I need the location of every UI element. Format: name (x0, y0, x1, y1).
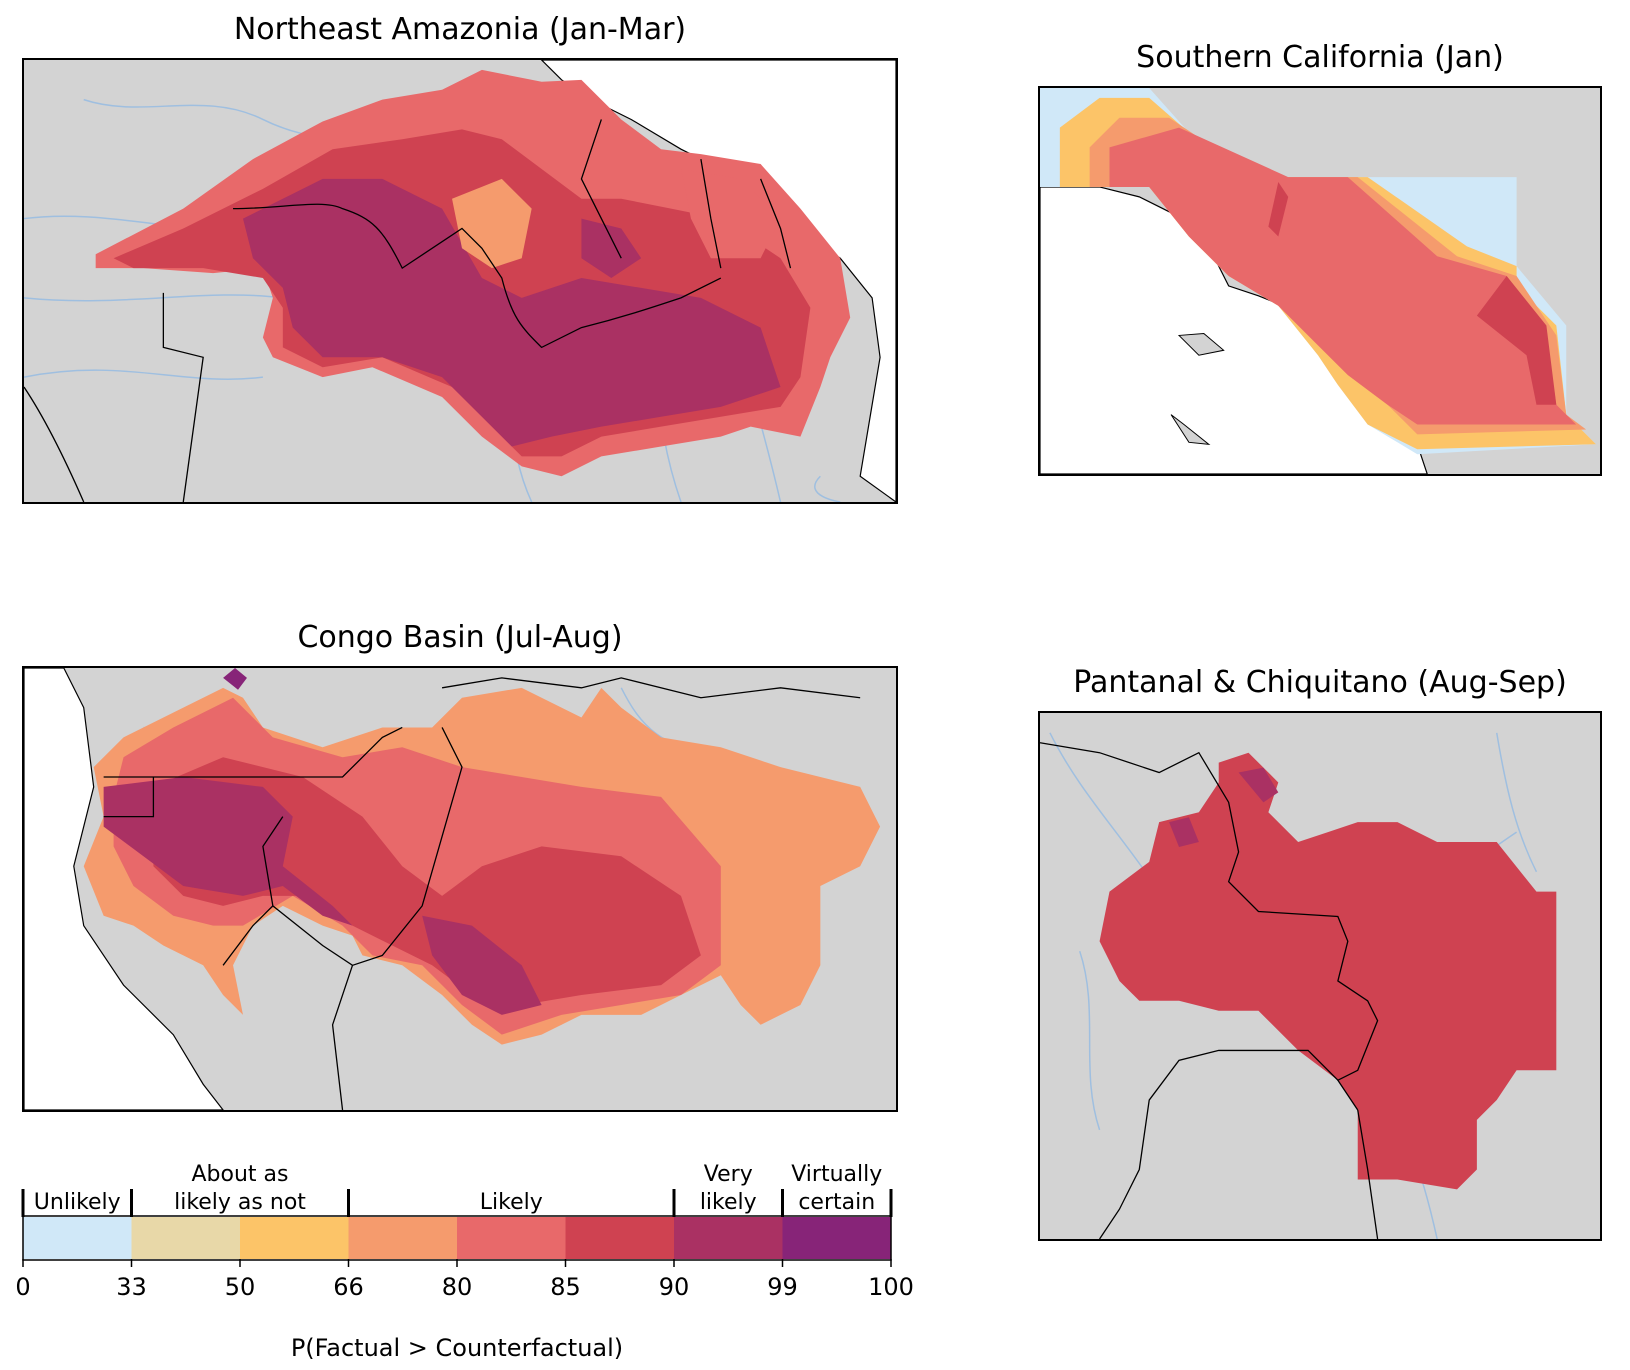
colorbar-tick-label: 33 (116, 1273, 147, 1301)
colorbar-bin (674, 1217, 783, 1259)
colorbar-tick-label: 0 (15, 1273, 30, 1301)
country-borders (1040, 742, 1379, 1239)
colorbar-category-label: Very likely (700, 1162, 757, 1215)
amazonia-title: Northeast Amazonia (Jan-Mar) (233, 12, 687, 47)
congo-field (83, 668, 881, 1045)
colorbar-bin (782, 1217, 892, 1259)
colorbar-tick-label: 99 (767, 1273, 798, 1301)
colorbar-bin (23, 1217, 132, 1259)
colorbar-bin (565, 1217, 675, 1259)
colorbar-tick-label: 90 (659, 1273, 690, 1301)
congo-map (22, 666, 898, 1112)
colorbar-category-label: About as likely as not (174, 1162, 306, 1215)
colorbar-label: P(Factual > Counterfactual) (291, 1334, 623, 1362)
colorbar-tick-label: 50 (225, 1273, 256, 1301)
colorbar-category-label: Unlikely (34, 1190, 121, 1215)
colorbar-category-ticks (21, 1189, 893, 1217)
pantanal-title: Pantanal & Chiquitano (Aug-Sep) (1073, 665, 1567, 700)
california-field (1040, 88, 1597, 455)
california-title: Southern California (Jan) (1136, 40, 1504, 75)
colorbar-tick-label: 80 (442, 1273, 473, 1301)
colorbar-bin (240, 1217, 349, 1259)
amazonia-map (22, 58, 898, 504)
amazonia-field (95, 69, 851, 477)
congo-title: Congo Basin (Jul-Aug) (297, 620, 623, 655)
island-1 (1177, 332, 1225, 356)
colorbar-category-label: Likely (480, 1190, 543, 1215)
colorbar-bin (457, 1217, 566, 1259)
atlantic-ocean (24, 668, 224, 1110)
country-borders (24, 119, 792, 502)
california-map (1038, 86, 1602, 476)
colorbar-bins (23, 1217, 892, 1259)
colorbar-tick-label: 85 (550, 1273, 581, 1301)
colorbar-bin (131, 1217, 241, 1259)
colorbar-tick-label: 100 (868, 1273, 914, 1301)
colorbar-categories: Unlikely About as likely as not Likely Very l… (34, 1162, 882, 1215)
pantanal-field (1099, 752, 1557, 1190)
colorbar-bin (348, 1217, 458, 1259)
country-borders (103, 677, 861, 1110)
pantanal-map (1038, 711, 1602, 1241)
colorbar-tick-label: 66 (333, 1273, 364, 1301)
colorbar-category-label: Virtually certain (791, 1162, 882, 1215)
island-2 (1170, 414, 1211, 445)
probability-colorbar: 0 33 50 66 80 85 90 99 100 Unlikely About as likel… (15, 1125, 914, 1365)
colorbar-ticks: 0 33 50 66 80 85 90 99 100 (15, 1259, 914, 1301)
